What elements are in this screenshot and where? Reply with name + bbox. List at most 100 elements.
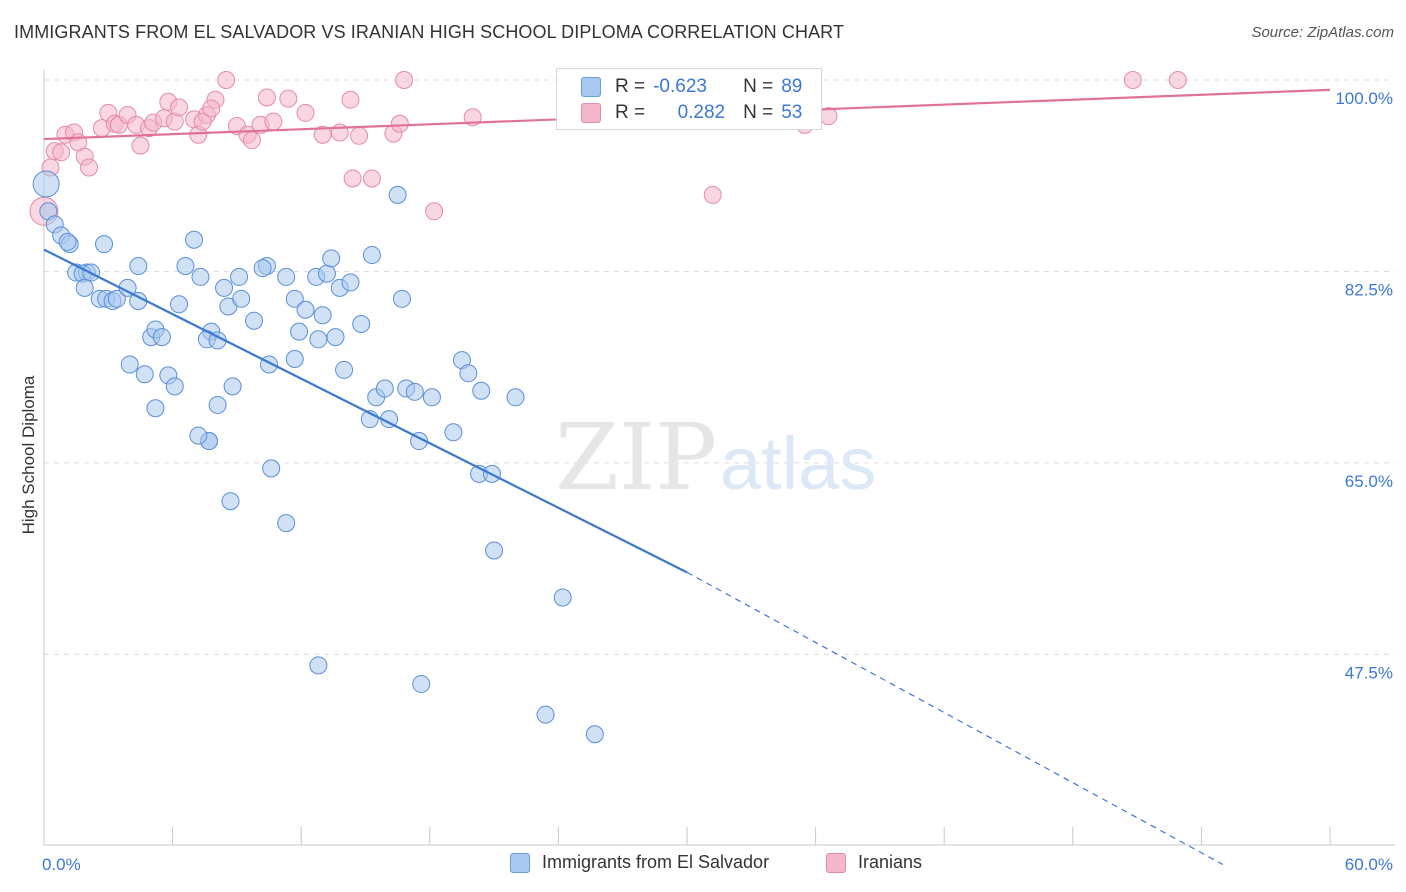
point-iranians [1168,71,1187,89]
point-el-salvador [296,300,315,319]
x-tick-label: 0.0% [42,855,81,874]
point-el-salvador [392,289,411,308]
point-el-salvador [230,267,249,286]
point-el-salvador [165,377,184,396]
grid-lines [44,79,1395,655]
point-iranians [264,112,283,131]
data-points [29,71,1187,744]
trend-line-el-salvador-extension [686,571,1224,865]
point-iranians [703,185,722,204]
point-el-salvador [232,289,251,308]
point-el-salvador [388,185,407,204]
point-iranians [425,202,444,221]
point-el-salvador [191,267,210,286]
point-el-salvador [317,264,336,283]
legend-item-iranians: Iranians [826,852,922,873]
point-iranians [350,126,369,145]
point-el-salvador [285,349,304,368]
point-el-salvador [412,674,431,693]
point-el-salvador [152,328,171,347]
point-iranians [343,169,362,188]
point-el-salvador [362,246,381,265]
y-tick-label: 82.5% [1345,280,1393,299]
legend-swatch-pink [826,852,846,873]
point-el-salvador [129,256,148,275]
y-tick-label: 100.0% [1335,89,1393,108]
point-el-salvador [326,328,345,347]
point-el-salvador [146,399,165,418]
point-el-salvador [135,365,154,384]
point-el-salvador [375,379,394,398]
point-el-salvador [176,256,195,275]
point-el-salvador [322,249,341,268]
legend-swatch-blue [581,77,601,97]
point-el-salvador [253,259,272,278]
point-el-salvador [335,360,354,379]
point-el-salvador [185,230,204,249]
point-el-salvador [245,311,264,330]
y-tick-label: 47.5% [1345,663,1393,682]
point-el-salvador [585,725,604,744]
point-el-salvador [32,170,60,198]
point-el-salvador [459,364,478,383]
legend-label: Immigrants from El Salvador [542,852,770,872]
point-el-salvador [277,267,296,286]
n-label: N = [743,76,774,97]
n-label: N = [743,102,774,123]
tick-labels: 47.5% 65.0% 82.5% 100.0% 0.0% 60.0% [42,89,1393,874]
point-el-salvador [553,588,572,607]
r-value: -0.623 [653,76,707,97]
point-el-salvador [422,388,441,407]
point-el-salvador [107,289,126,308]
point-iranians [242,131,261,150]
point-iranians [217,71,236,89]
trend-line-el-salvador [43,248,688,574]
legend-item-el-salvador: Immigrants from El Salvador [510,852,769,873]
point-iranians [341,90,360,109]
r-value: 0.282 [677,102,726,123]
point-iranians [279,89,298,108]
point-iranians [362,169,381,188]
point-el-salvador [405,382,424,401]
point-el-salvador [485,541,504,560]
point-iranians [296,103,315,122]
point-el-salvador [95,235,114,254]
point-iranians [170,98,189,117]
x-tick-label: 60.0% [1345,855,1393,874]
point-el-salvador [506,388,525,407]
point-el-salvador [277,514,296,533]
point-iranians [193,112,212,131]
point-iranians [1123,71,1142,89]
point-iranians [52,143,71,162]
point-el-salvador [472,381,491,400]
point-el-salvador [58,232,77,251]
y-axis-label: High School Diploma [19,375,38,534]
point-el-salvador [170,295,189,314]
legend-label: Iranians [858,852,923,872]
point-el-salvador [120,355,139,374]
n-value: 89 [781,76,803,97]
point-el-salvador [75,278,94,297]
y-tick-label: 65.0% [1345,472,1393,491]
point-iranians [80,158,99,177]
point-el-salvador [189,426,208,445]
legend-swatch-blue [510,852,530,873]
point-iranians [395,71,414,89]
r-label: R = [615,102,646,123]
correlation-legend: R = -0.623 N = 89 R = 0.282 N = 53 [556,68,822,130]
point-el-salvador [352,314,371,333]
point-el-salvador [285,289,304,308]
point-el-salvador [309,330,328,349]
point-el-salvador [444,423,463,442]
point-el-salvador [215,278,234,297]
point-iranians [390,114,409,133]
point-el-salvador [290,322,309,341]
point-el-salvador [536,705,555,724]
legend-row-iranians: R = 0.282 N = 53 [581,101,802,125]
legend-row-el-salvador: R = -0.623 N = 89 [581,75,802,99]
point-el-salvador [221,492,240,511]
point-el-salvador [309,656,328,675]
point-el-salvador [313,306,332,325]
source-label: Source: ZipAtlas.com [1251,24,1394,41]
